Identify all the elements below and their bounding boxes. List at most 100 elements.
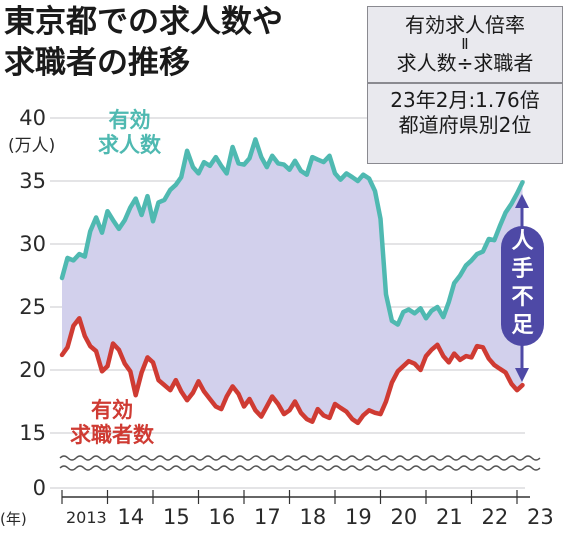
seekers-point-24	[196, 379, 201, 383]
seekers-point-20	[174, 378, 178, 382]
openings-point-7	[100, 231, 104, 235]
badge-char-4: 足	[511, 313, 534, 338]
seekers-point-18	[162, 383, 166, 387]
title-line-2: 求職者の推移	[4, 45, 190, 81]
axis-break-wave-2	[59, 465, 541, 471]
ratio-info-box: 有効求人倍率 Ⅱ 求人数÷求職者 23年2月:1.76倍 都道府県別2位	[367, 6, 563, 164]
openings-series-label: 有効 求人数	[98, 108, 161, 158]
x-tick-label-20: 20	[390, 505, 418, 529]
seekers-series-label: 有効 求職者数	[70, 398, 154, 448]
openings-point-71	[464, 263, 468, 267]
y-tick-label-25: 25	[19, 295, 46, 319]
y-tick-label-0: 0	[32, 476, 46, 500]
seekers-point-9	[111, 341, 115, 346]
seekers-point-14	[140, 370, 144, 375]
seekers-point-34	[253, 408, 257, 412]
openings-point-38	[276, 161, 280, 165]
seekers-point-3	[77, 316, 81, 320]
seekers-point-69	[452, 352, 456, 356]
openings-point-11	[123, 218, 127, 222]
x-tick-label-18: 18	[299, 505, 327, 529]
y-axis-unit: (万人)	[8, 136, 56, 156]
x-tick-label-19: 19	[345, 505, 372, 529]
seekers-point-0	[60, 353, 64, 357]
openings-point-34	[253, 137, 257, 141]
openings-point-21	[179, 175, 183, 179]
seekers-point-75	[487, 357, 491, 361]
x-year-prefix: (年)	[0, 510, 27, 528]
openings-point-14	[140, 213, 144, 217]
seekers-point-40	[287, 408, 292, 412]
openings-point-30	[231, 145, 235, 149]
openings-point-74	[481, 250, 485, 254]
seekers-point-72	[469, 355, 474, 359]
openings-point-18	[162, 198, 166, 202]
seekers-point-41	[293, 399, 297, 404]
openings-point-41	[293, 159, 297, 163]
seekers-point-30	[231, 384, 235, 388]
info-equals: Ⅱ	[461, 35, 469, 53]
openings-point-43	[305, 173, 309, 177]
seekers-point-80	[515, 388, 519, 392]
openings-point-40	[287, 168, 292, 172]
seekers-label-line-1: 有効	[91, 398, 133, 422]
x-tick-label-15: 15	[163, 505, 190, 529]
seekers-point-58	[390, 381, 394, 385]
seekers-point-77	[498, 367, 502, 371]
openings-point-72	[469, 258, 474, 262]
openings-point-51	[350, 175, 354, 179]
openings-point-69	[452, 281, 456, 285]
seekers-point-68	[447, 360, 451, 364]
x-tick-label-16: 16	[208, 505, 236, 529]
openings-point-27	[214, 155, 218, 159]
x-axis	[61, 490, 530, 504]
seekers-point-46	[322, 413, 326, 417]
openings-point-53	[361, 173, 365, 177]
seekers-point-50	[344, 410, 348, 414]
seekers-point-7	[100, 369, 104, 373]
openings-point-54	[367, 176, 371, 181]
seekers-point-44	[310, 420, 314, 424]
openings-point-23	[191, 165, 195, 169]
openings-point-67	[441, 315, 445, 319]
openings-point-58	[390, 319, 394, 323]
seekers-point-11	[123, 362, 127, 366]
seekers-point-63	[418, 368, 423, 372]
seekers-point-51	[350, 417, 354, 421]
seekers-point-26	[208, 397, 212, 401]
openings-point-46	[322, 160, 326, 164]
openings-point-80	[515, 192, 519, 196]
info-line-3: 23年2月:1.76倍	[390, 88, 540, 112]
openings-point-49	[338, 178, 343, 182]
seekers-point-64	[424, 354, 428, 358]
openings-point-39	[282, 163, 286, 167]
openings-point-64	[424, 316, 428, 320]
openings-point-29	[225, 171, 229, 175]
openings-point-76	[492, 238, 496, 242]
y-tick-label-35: 35	[19, 169, 46, 193]
openings-point-28	[219, 164, 223, 168]
seekers-point-22	[185, 398, 189, 402]
openings-point-2	[71, 258, 75, 262]
openings-point-1	[65, 256, 70, 260]
labor-shortage-badge: 人 手 不 足	[501, 226, 544, 346]
openings-point-73	[475, 252, 479, 256]
seekers-point-74	[481, 345, 485, 349]
axis-break	[59, 455, 541, 471]
openings-point-22	[185, 149, 189, 153]
openings-point-12	[128, 205, 132, 210]
openings-point-47	[327, 154, 332, 158]
openings-point-31	[236, 161, 241, 165]
info-line-4: 都道府県別2位	[398, 113, 532, 137]
openings-point-10	[117, 227, 121, 231]
seekers-point-73	[475, 344, 479, 348]
badge-char-1: 人	[511, 229, 534, 254]
seekers-point-43	[305, 417, 309, 421]
x-tick-label-21: 21	[436, 505, 463, 529]
openings-point-33	[247, 156, 252, 160]
openings-point-3	[77, 252, 81, 256]
openings-point-70	[458, 273, 462, 278]
x-tick-label-22: 22	[481, 505, 509, 529]
openings-label-line-2: 求人数	[98, 133, 161, 157]
seekers-line	[59, 316, 525, 426]
